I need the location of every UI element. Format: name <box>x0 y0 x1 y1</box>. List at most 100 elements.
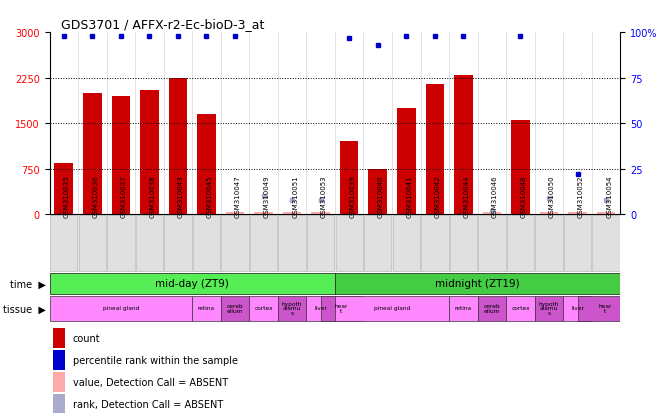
FancyBboxPatch shape <box>335 273 620 294</box>
Bar <box>597 213 615 215</box>
FancyBboxPatch shape <box>421 216 449 271</box>
Bar <box>55 163 73 215</box>
FancyBboxPatch shape <box>107 216 135 271</box>
FancyBboxPatch shape <box>564 216 591 271</box>
Text: liver: liver <box>314 306 327 311</box>
FancyBboxPatch shape <box>79 216 106 271</box>
FancyBboxPatch shape <box>535 296 564 321</box>
Text: count: count <box>73 334 100 344</box>
Bar <box>540 213 558 215</box>
Text: GSM310045: GSM310045 <box>207 175 213 217</box>
Bar <box>283 213 302 215</box>
Bar <box>83 94 102 215</box>
Bar <box>340 142 358 215</box>
Bar <box>312 213 330 215</box>
FancyBboxPatch shape <box>478 216 506 271</box>
FancyBboxPatch shape <box>564 296 592 321</box>
Text: pineal gland: pineal gland <box>103 306 139 311</box>
Bar <box>254 213 273 215</box>
Text: GSM310048: GSM310048 <box>521 175 527 217</box>
FancyBboxPatch shape <box>506 296 535 321</box>
Text: GSM310050: GSM310050 <box>549 175 555 217</box>
FancyBboxPatch shape <box>593 216 620 271</box>
Bar <box>53 372 65 392</box>
FancyBboxPatch shape <box>449 296 478 321</box>
Text: GSM310046: GSM310046 <box>492 175 498 217</box>
Text: GSM310041: GSM310041 <box>407 175 412 217</box>
Bar <box>53 350 65 370</box>
Text: GSM310037: GSM310037 <box>121 174 127 217</box>
Text: GSM310044: GSM310044 <box>463 175 469 217</box>
Bar <box>53 394 65 413</box>
FancyBboxPatch shape <box>221 216 249 271</box>
Bar <box>568 213 587 215</box>
Bar <box>482 213 501 215</box>
Bar <box>226 213 244 215</box>
FancyBboxPatch shape <box>535 216 563 271</box>
Bar <box>197 115 216 215</box>
FancyBboxPatch shape <box>278 296 306 321</box>
FancyBboxPatch shape <box>50 273 335 294</box>
FancyBboxPatch shape <box>164 216 191 271</box>
Text: cortex: cortex <box>512 306 530 311</box>
Text: retina: retina <box>455 306 472 311</box>
Text: rank, Detection Call = ABSENT: rank, Detection Call = ABSENT <box>73 399 223 409</box>
Text: hear
t: hear t <box>599 304 612 313</box>
Text: mid-day (ZT9): mid-day (ZT9) <box>155 278 229 288</box>
Text: retina: retina <box>198 306 215 311</box>
Text: GSM310054: GSM310054 <box>606 175 612 217</box>
FancyBboxPatch shape <box>50 216 77 271</box>
Bar <box>112 97 130 215</box>
FancyBboxPatch shape <box>279 216 306 271</box>
Text: cereb
ellum: cereb ellum <box>226 304 244 313</box>
FancyBboxPatch shape <box>249 296 278 321</box>
Text: GSM310036: GSM310036 <box>92 174 98 217</box>
FancyBboxPatch shape <box>50 296 192 321</box>
Bar <box>169 78 187 215</box>
Text: GSM310039: GSM310039 <box>349 174 355 217</box>
Bar <box>426 85 444 215</box>
FancyBboxPatch shape <box>192 296 220 321</box>
Text: GSM310040: GSM310040 <box>378 175 383 217</box>
Text: pineal gland: pineal gland <box>374 306 410 311</box>
FancyBboxPatch shape <box>335 216 363 271</box>
FancyBboxPatch shape <box>306 296 335 321</box>
Text: midnight (ZT19): midnight (ZT19) <box>436 278 520 288</box>
FancyBboxPatch shape <box>364 216 391 271</box>
Text: tissue  ▶: tissue ▶ <box>3 304 46 314</box>
Text: GDS3701 / AFFX-r2-Ec-bioD-3_at: GDS3701 / AFFX-r2-Ec-bioD-3_at <box>61 17 264 31</box>
FancyBboxPatch shape <box>136 216 163 271</box>
Bar <box>368 169 387 215</box>
FancyBboxPatch shape <box>478 296 506 321</box>
Text: GSM310052: GSM310052 <box>578 175 583 217</box>
FancyBboxPatch shape <box>578 296 633 321</box>
FancyBboxPatch shape <box>220 296 249 321</box>
Text: GSM310049: GSM310049 <box>263 175 269 217</box>
Text: GSM310038: GSM310038 <box>149 174 155 217</box>
Text: GSM310035: GSM310035 <box>64 175 70 217</box>
Text: hypoth
alamu
s: hypoth alamu s <box>539 301 559 315</box>
Text: value, Detection Call = ABSENT: value, Detection Call = ABSENT <box>73 377 228 387</box>
FancyBboxPatch shape <box>393 216 420 271</box>
Text: GSM310043: GSM310043 <box>178 175 184 217</box>
Text: GSM310042: GSM310042 <box>435 175 441 217</box>
Text: GSM310051: GSM310051 <box>292 175 298 217</box>
Text: GSM310047: GSM310047 <box>235 175 241 217</box>
Bar <box>140 90 158 215</box>
Bar <box>454 76 473 215</box>
FancyBboxPatch shape <box>507 216 534 271</box>
Text: GSM310053: GSM310053 <box>321 175 327 217</box>
FancyBboxPatch shape <box>335 296 449 321</box>
Text: cortex: cortex <box>254 306 273 311</box>
Bar <box>53 328 65 349</box>
Text: hear
t: hear t <box>335 304 348 313</box>
Text: percentile rank within the sample: percentile rank within the sample <box>73 355 238 365</box>
Text: time  ▶: time ▶ <box>11 279 46 289</box>
FancyBboxPatch shape <box>307 216 335 271</box>
Text: hypoth
alamu
s: hypoth alamu s <box>282 301 302 315</box>
Text: liver: liver <box>571 306 584 311</box>
Text: cereb
ellum: cereb ellum <box>484 304 500 313</box>
FancyBboxPatch shape <box>250 216 277 271</box>
FancyBboxPatch shape <box>193 216 220 271</box>
Bar <box>512 121 530 215</box>
